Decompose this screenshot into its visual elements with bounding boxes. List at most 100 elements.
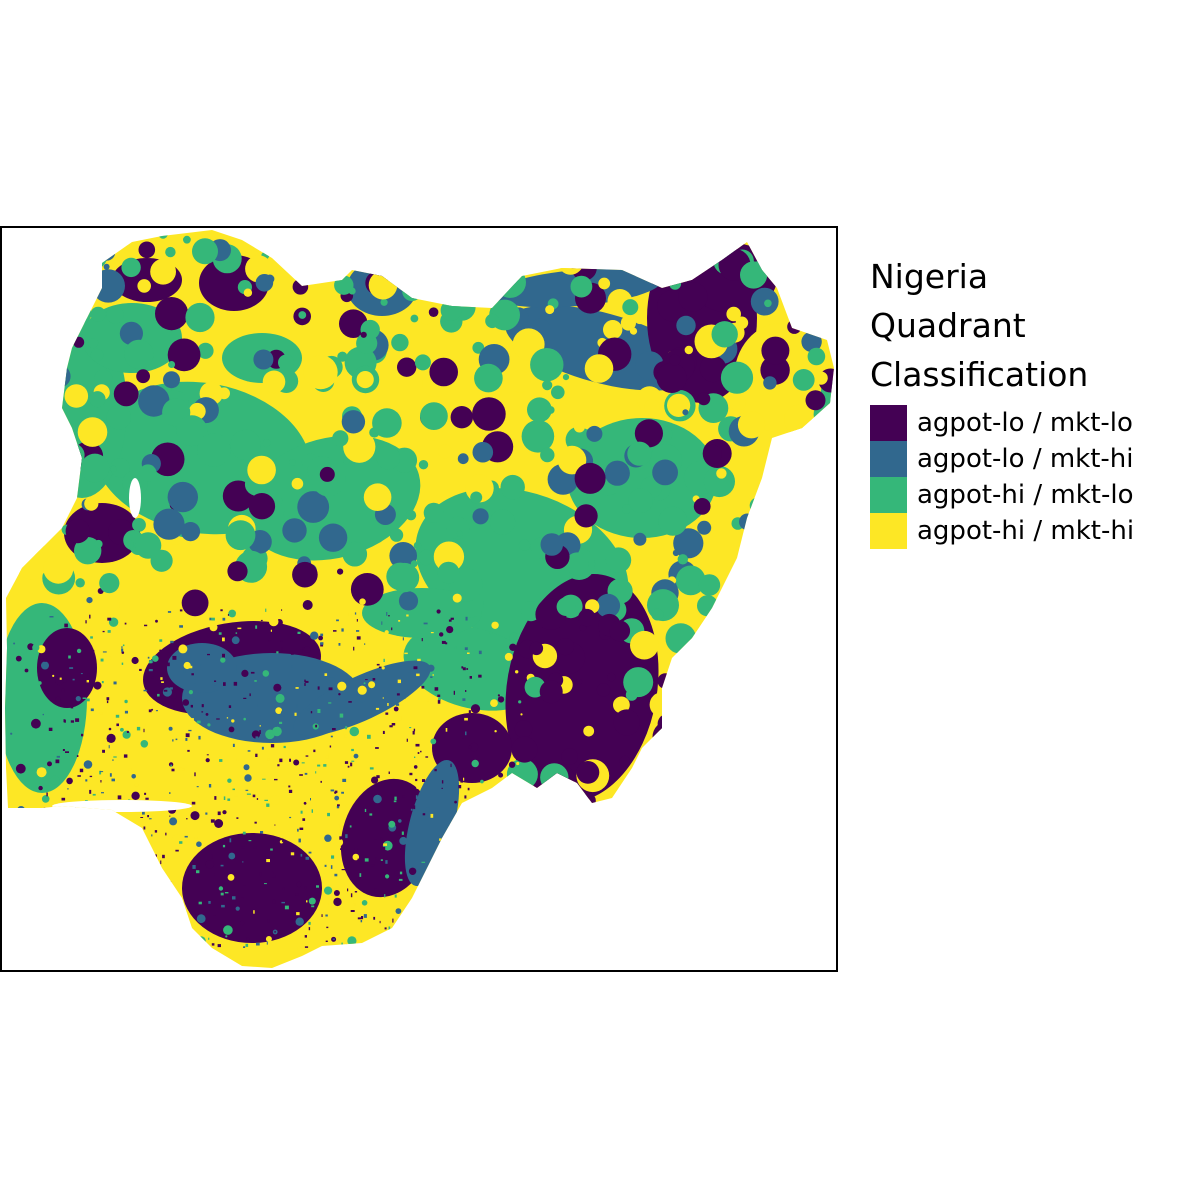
map-raster-patch (63, 962, 71, 968)
map-raster-speck (360, 920, 363, 923)
map-raster-patch (423, 642, 429, 648)
map-raster-patch (386, 956, 392, 962)
map-raster-speck (65, 751, 69, 753)
map-raster-patch (796, 500, 818, 523)
map-raster-patch (514, 720, 533, 738)
map-raster-patch (480, 826, 488, 834)
map-raster-speck (320, 633, 324, 637)
map-raster-speck (179, 609, 183, 612)
map-raster-patch (627, 441, 652, 466)
map-raster-speck (265, 608, 267, 612)
map-raster-speck (109, 656, 112, 660)
map-raster-patch (341, 410, 366, 434)
map-raster-speck (254, 821, 257, 824)
map-raster-patch (413, 541, 422, 550)
map-raster-patch (570, 275, 593, 298)
map-raster-speck (465, 616, 468, 621)
map-raster-speck (89, 789, 92, 794)
map-raster-patch (61, 295, 88, 322)
map-raster-speck (467, 720, 470, 725)
map-raster-speck (111, 942, 113, 945)
map-raster-speck (317, 709, 321, 713)
map-raster-patch (614, 244, 625, 255)
map-raster-speck (124, 840, 127, 843)
map-raster-speck (232, 926, 236, 930)
map-raster-patch (807, 711, 827, 731)
map-raster-speck (472, 910, 476, 913)
map-raster-patch (556, 597, 576, 616)
map-raster-patch (228, 726, 235, 733)
map-raster-speck (266, 859, 270, 863)
map-raster-speck (254, 680, 257, 682)
map-raster-speck (214, 873, 215, 876)
map-raster-patch (372, 408, 402, 438)
map-raster-patch (662, 230, 695, 252)
map-raster-patch (504, 927, 509, 932)
map-raster-patch (6, 384, 13, 392)
legend-item: agpot-lo / mkt-hi (870, 441, 1134, 477)
map-raster-speck (367, 734, 371, 739)
map-raster-speck (347, 888, 349, 892)
map-raster-speck (415, 795, 418, 799)
map-raster-patch (634, 419, 664, 448)
map-raster-speck (410, 808, 413, 811)
map-raster-speck (369, 767, 374, 770)
map-raster-patch (352, 853, 360, 861)
map-raster-patch (746, 656, 757, 668)
map-raster-patch (262, 670, 270, 677)
map-raster-speck (175, 849, 179, 852)
map-raster-speck (306, 900, 308, 903)
map-raster-speck (315, 771, 317, 774)
map-raster-speck (128, 857, 132, 861)
map-raster-speck (207, 653, 210, 656)
map-raster-patch (197, 433, 231, 467)
map-raster-speck (274, 824, 276, 826)
map-raster-speck (222, 653, 225, 658)
map-raster-speck (169, 687, 173, 690)
map-raster-patch (248, 493, 276, 520)
map-raster-speck (430, 676, 433, 678)
map-raster-speck (462, 698, 466, 701)
map-raster-patch (168, 726, 173, 731)
map-raster-patch (518, 700, 522, 704)
map-raster-speck (304, 772, 308, 775)
map-raster-speck (156, 885, 161, 888)
map-raster-speck (208, 901, 211, 904)
map-raster-patch (15, 655, 22, 662)
map-raster-speck (192, 865, 196, 869)
map-raster-patch (468, 745, 472, 750)
map-raster-patch (190, 811, 200, 821)
map-raster-speck (297, 828, 299, 832)
map-raster-patch (433, 541, 465, 572)
map-raster-speck (376, 775, 380, 779)
map-raster-patch (529, 908, 537, 916)
map-raster-speck (56, 755, 60, 758)
map-raster-speck (185, 738, 188, 741)
map-raster-patch (303, 801, 307, 805)
map-raster-speck (175, 738, 178, 741)
map-raster-patch (689, 687, 698, 697)
legend-swatch (870, 477, 907, 513)
map-raster-speck (144, 792, 147, 795)
map-raster-patch (43, 553, 74, 584)
map-raster-patch (12, 261, 37, 286)
map-raster-speck (206, 754, 209, 756)
map-raster-speck (186, 818, 188, 820)
map-raster-patch (380, 298, 388, 306)
map-raster-patch (243, 764, 250, 771)
map-raster-speck (143, 689, 148, 692)
map-raster-patch (703, 887, 712, 896)
map-raster-speck (331, 855, 335, 859)
map-raster-speck (109, 773, 112, 777)
map-raster-patch (750, 949, 770, 968)
map-raster-patch (25, 432, 43, 450)
map-raster-patch (516, 761, 520, 766)
map-raster-speck (107, 630, 111, 633)
map-raster-patch (677, 554, 688, 565)
map-raster-patch (165, 246, 176, 258)
map-raster-patch (8, 460, 31, 483)
map-raster-speck (421, 685, 425, 689)
map-raster-patch (794, 265, 803, 274)
map-raster-patch (763, 953, 787, 968)
map-raster-speck (468, 710, 471, 713)
